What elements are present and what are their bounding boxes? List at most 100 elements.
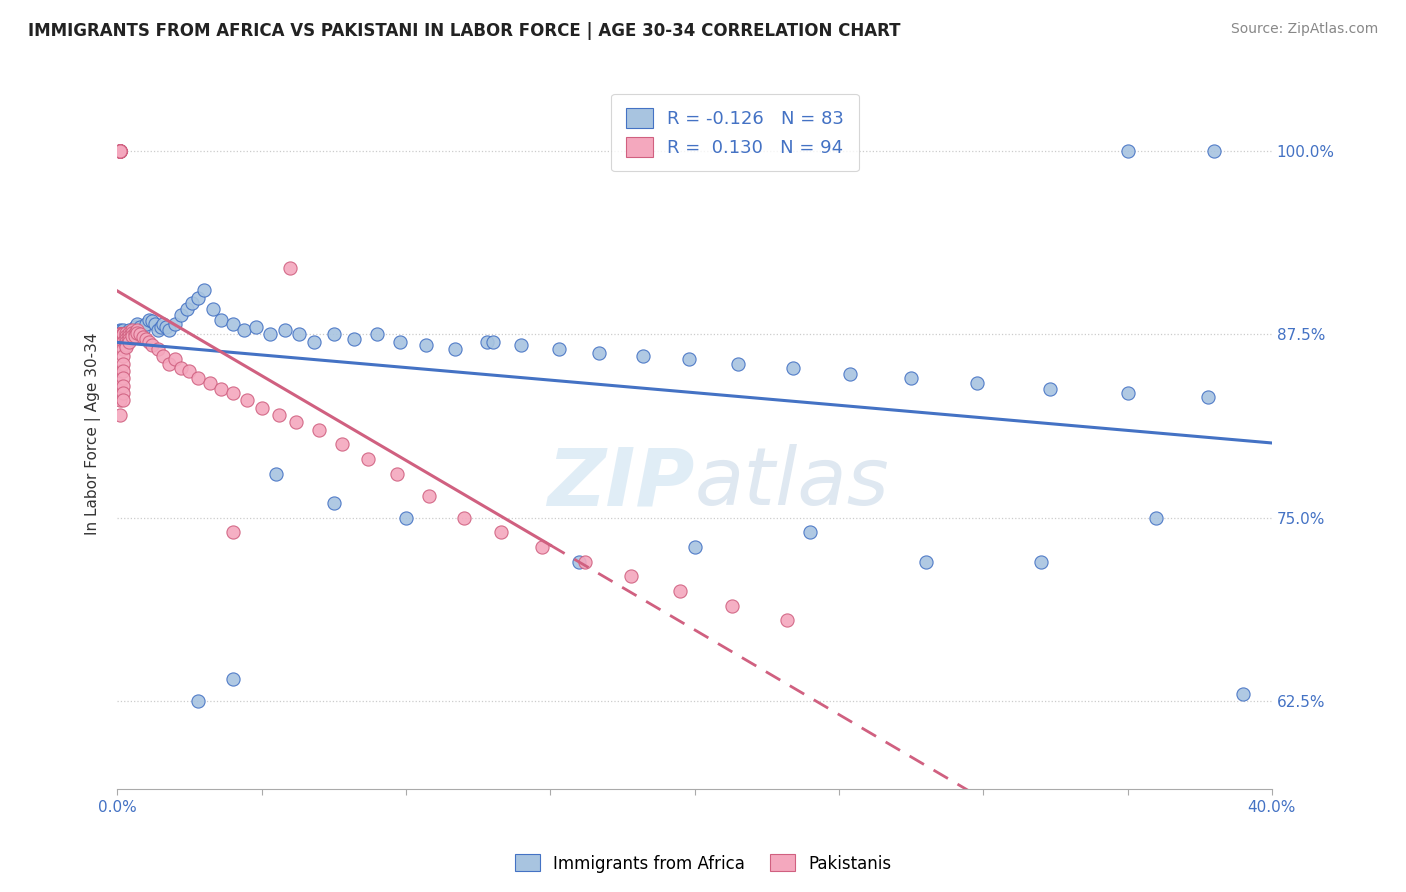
Point xyxy=(475,334,498,349)
Point xyxy=(121,327,143,342)
Point xyxy=(108,327,131,342)
Point xyxy=(112,330,135,344)
Point xyxy=(112,327,135,342)
Point xyxy=(444,342,467,356)
Point xyxy=(112,349,135,363)
Point xyxy=(138,334,160,349)
Point xyxy=(112,327,135,342)
Point xyxy=(415,337,437,351)
Point xyxy=(187,371,209,385)
Point xyxy=(332,437,354,451)
Point xyxy=(108,144,131,158)
Point xyxy=(115,326,138,340)
Point xyxy=(683,540,706,554)
Point xyxy=(115,341,138,355)
Point xyxy=(209,382,232,396)
Point xyxy=(108,144,131,158)
Point xyxy=(308,423,330,437)
Point xyxy=(112,327,135,342)
Point xyxy=(132,323,155,337)
Point xyxy=(157,357,180,371)
Point xyxy=(149,319,172,334)
Point xyxy=(135,332,157,346)
Point xyxy=(135,317,157,331)
Point xyxy=(264,467,287,481)
Point xyxy=(108,408,131,422)
Point xyxy=(127,326,149,340)
Text: ZIP: ZIP xyxy=(547,444,695,522)
Point xyxy=(236,393,259,408)
Point xyxy=(141,337,163,351)
Text: IMMIGRANTS FROM AFRICA VS PAKISTANI IN LABOR FORCE | AGE 30-34 CORRELATION CHART: IMMIGRANTS FROM AFRICA VS PAKISTANI IN L… xyxy=(28,22,901,40)
Point xyxy=(112,327,135,342)
Point xyxy=(115,327,138,342)
Point xyxy=(152,349,174,363)
Point xyxy=(1116,386,1139,401)
Point xyxy=(839,367,862,381)
Point xyxy=(112,371,135,385)
Point xyxy=(112,327,135,342)
Point xyxy=(108,144,131,158)
Point xyxy=(678,352,700,367)
Point xyxy=(155,319,177,334)
Point xyxy=(302,334,325,349)
Point xyxy=(121,326,143,340)
Point xyxy=(782,361,804,376)
Point xyxy=(395,510,418,524)
Point xyxy=(129,319,152,334)
Point xyxy=(112,386,135,401)
Point xyxy=(152,317,174,331)
Point xyxy=(201,302,224,317)
Point xyxy=(193,283,215,297)
Point xyxy=(1232,687,1254,701)
Point xyxy=(108,328,131,343)
Point xyxy=(1039,382,1062,396)
Point xyxy=(115,337,138,351)
Point xyxy=(108,144,131,158)
Point xyxy=(389,334,412,349)
Point xyxy=(453,510,475,524)
Point xyxy=(280,261,302,276)
Point xyxy=(108,144,131,158)
Point xyxy=(112,328,135,343)
Point xyxy=(176,302,198,317)
Point xyxy=(108,327,131,342)
Point xyxy=(118,326,141,340)
Point xyxy=(343,332,366,346)
Point xyxy=(108,144,131,158)
Point xyxy=(776,614,799,628)
Point xyxy=(187,291,209,305)
Point xyxy=(181,296,204,310)
Text: atlas: atlas xyxy=(695,444,890,522)
Point xyxy=(108,144,131,158)
Point xyxy=(222,525,245,540)
Point xyxy=(1204,144,1226,158)
Point xyxy=(222,672,245,686)
Point xyxy=(127,317,149,331)
Point xyxy=(163,352,186,367)
Point xyxy=(288,327,311,342)
Point xyxy=(233,323,256,337)
Point xyxy=(357,452,380,467)
Point xyxy=(108,144,131,158)
Point xyxy=(115,328,138,343)
Legend: R = -0.126   N = 83, R =  0.130   N = 94: R = -0.126 N = 83, R = 0.130 N = 94 xyxy=(612,94,859,171)
Point xyxy=(366,327,388,342)
Point xyxy=(108,378,131,392)
Point xyxy=(245,319,267,334)
Y-axis label: In Labor Force | Age 30-34: In Labor Force | Age 30-34 xyxy=(86,332,101,534)
Point xyxy=(418,489,440,503)
Point xyxy=(489,525,512,540)
Point xyxy=(112,326,135,340)
Point xyxy=(530,540,553,554)
Point xyxy=(108,144,131,158)
Legend: Immigrants from Africa, Pakistanis: Immigrants from Africa, Pakistanis xyxy=(508,847,898,880)
Point xyxy=(108,144,131,158)
Point xyxy=(108,364,131,378)
Point xyxy=(222,317,245,331)
Point xyxy=(620,569,643,583)
Point xyxy=(108,324,131,338)
Point xyxy=(141,314,163,328)
Point xyxy=(322,327,344,342)
Point xyxy=(138,312,160,326)
